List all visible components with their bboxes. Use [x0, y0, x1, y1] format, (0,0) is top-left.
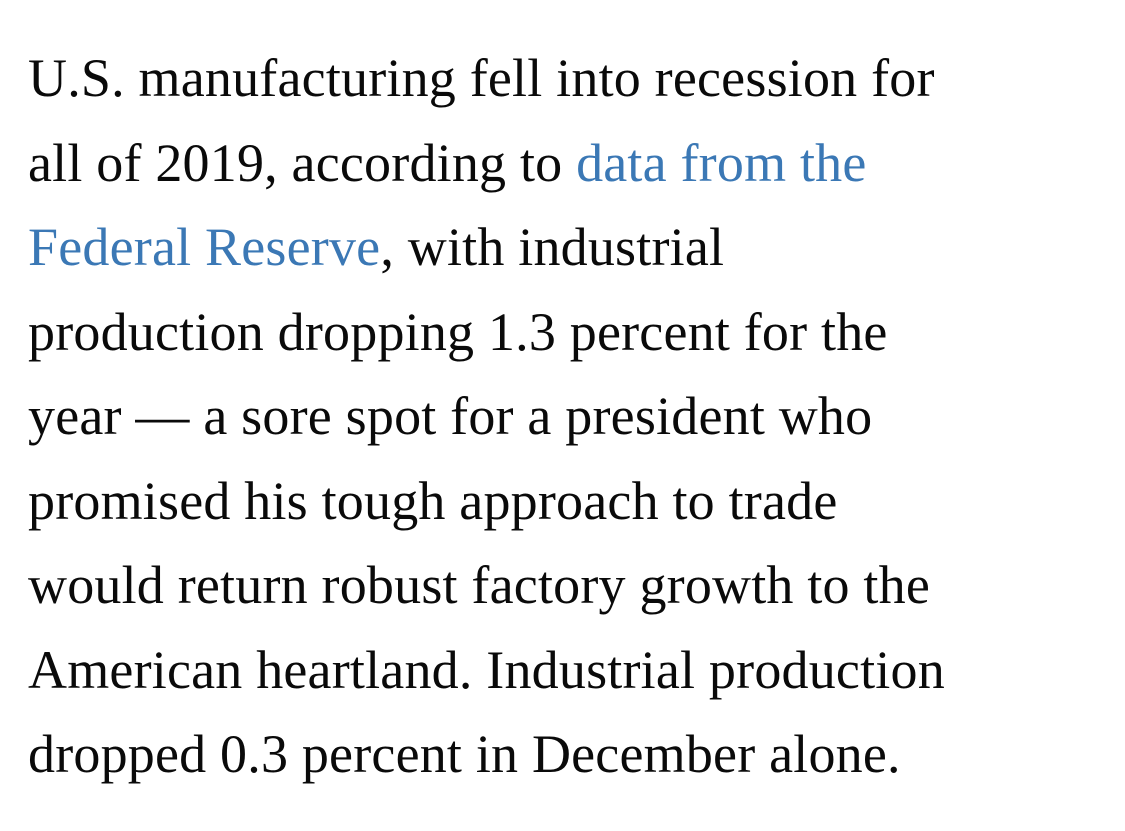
text-line: American heartland. Industrial productio…: [28, 628, 1099, 713]
text-line: would return robust factory growth to th…: [28, 543, 1099, 628]
text-line: dropped 0.3 percent in December alone.: [28, 712, 1099, 797]
federal-reserve-link[interactable]: data from the: [576, 132, 867, 193]
paragraph-text: all of 2019, according to: [28, 132, 577, 193]
text-line: all of 2019, according to data from the: [28, 121, 1099, 206]
paragraph-text: year — a sore spot for a president who: [28, 386, 873, 446]
article-paragraph: U.S. manufacturing fell into recession f…: [28, 36, 1099, 797]
paragraph-text: U.S. manufacturing fell into recession f…: [28, 48, 935, 108]
paragraph-text: dropped 0.3 percent in December alone.: [28, 724, 901, 784]
text-line: U.S. manufacturing fell into recession f…: [28, 36, 1099, 121]
text-line: Federal Reserve, with industrial: [28, 205, 1099, 290]
paragraph-text: American heartland. Industrial productio…: [28, 639, 945, 700]
paragraph-text: , with industrial: [380, 217, 725, 277]
federal-reserve-link[interactable]: Federal Reserve: [28, 217, 381, 277]
text-line: promised his tough approach to trade: [28, 459, 1099, 544]
paragraph-text: would return robust factory growth to th…: [28, 555, 930, 615]
paragraph-text: production dropping 1.3 percent for the: [28, 301, 888, 362]
paragraph-text: promised his tough approach to trade: [28, 470, 838, 531]
text-line: year — a sore spot for a president who: [28, 374, 1099, 459]
text-line: production dropping 1.3 percent for the: [28, 290, 1099, 375]
